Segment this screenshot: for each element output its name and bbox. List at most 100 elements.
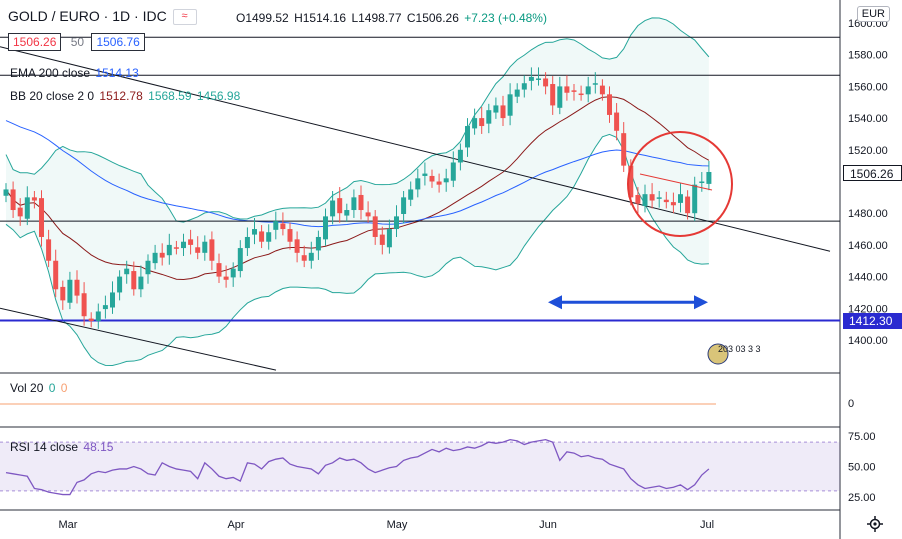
- candle[interactable]: [401, 191, 407, 224]
- candle[interactable]: [670, 192, 676, 214]
- candle[interactable]: [685, 190, 691, 220]
- candle[interactable]: [649, 183, 655, 209]
- candle[interactable]: [294, 231, 300, 263]
- candle[interactable]: [39, 190, 44, 247]
- candle[interactable]: [315, 230, 321, 260]
- candle[interactable]: [131, 261, 137, 296]
- gear-icon[interactable]: [867, 516, 883, 532]
- candle[interactable]: [358, 185, 364, 220]
- candle[interactable]: [479, 107, 485, 134]
- candle[interactable]: [351, 189, 357, 218]
- symbol-header[interactable]: GOLD / EURO · 1D · IDC ≈: [8, 8, 199, 26]
- candle[interactable]: [145, 254, 151, 284]
- candle[interactable]: [17, 198, 23, 226]
- candle[interactable]: [301, 245, 307, 268]
- candle[interactable]: [287, 222, 293, 250]
- candle[interactable]: [266, 224, 272, 250]
- candle[interactable]: [450, 151, 456, 188]
- candle[interactable]: [443, 168, 449, 192]
- candle[interactable]: [699, 171, 705, 192]
- candle[interactable]: [344, 203, 350, 222]
- candle[interactable]: [81, 282, 87, 326]
- candle[interactable]: [607, 86, 612, 123]
- red-trendline[interactable]: [639, 173, 713, 191]
- candle[interactable]: [372, 210, 378, 245]
- candle[interactable]: [436, 173, 442, 193]
- candle[interactable]: [202, 235, 208, 261]
- candle[interactable]: [195, 236, 201, 260]
- volume-legend[interactable]: Vol 20 0 0: [10, 381, 69, 395]
- candle[interactable]: [415, 168, 421, 198]
- candle[interactable]: [95, 303, 101, 329]
- candle[interactable]: [592, 72, 598, 94]
- candle[interactable]: [365, 201, 371, 223]
- candle[interactable]: [422, 162, 428, 186]
- candle[interactable]: [209, 231, 215, 271]
- candle[interactable]: [614, 103, 620, 141]
- candle[interactable]: [223, 265, 229, 288]
- candle[interactable]: [528, 67, 534, 91]
- candle[interactable]: [188, 229, 194, 255]
- candle[interactable]: [67, 271, 73, 310]
- candle[interactable]: [252, 217, 257, 245]
- candle[interactable]: [500, 95, 506, 127]
- candle[interactable]: [514, 83, 520, 104]
- candle[interactable]: [230, 262, 236, 287]
- candle[interactable]: [543, 72, 549, 95]
- candle[interactable]: [31, 191, 37, 209]
- candle[interactable]: [493, 97, 499, 119]
- candle[interactable]: [173, 240, 179, 255]
- candle[interactable]: [337, 187, 343, 223]
- candle[interactable]: [642, 184, 648, 213]
- symbol-title[interactable]: GOLD / EURO · 1D · IDC: [8, 8, 167, 24]
- candle[interactable]: [457, 143, 463, 171]
- candle[interactable]: [138, 265, 144, 298]
- candle[interactable]: [429, 169, 435, 188]
- candle[interactable]: [507, 83, 513, 126]
- candle[interactable]: [521, 75, 527, 98]
- candle[interactable]: [88, 312, 94, 328]
- currency-button[interactable]: EUR: [856, 6, 890, 22]
- candle[interactable]: [46, 229, 52, 268]
- candle[interactable]: [181, 233, 186, 256]
- candle[interactable]: [244, 227, 250, 256]
- candle[interactable]: [110, 281, 115, 314]
- candle[interactable]: [394, 205, 399, 237]
- candle[interactable]: [472, 108, 478, 135]
- candle[interactable]: [237, 240, 243, 278]
- candle[interactable]: [74, 270, 80, 304]
- candle[interactable]: [216, 253, 222, 283]
- candle[interactable]: [599, 79, 605, 101]
- candle[interactable]: [60, 280, 66, 310]
- candle[interactable]: [166, 233, 172, 265]
- candle[interactable]: [692, 176, 698, 222]
- candle[interactable]: [536, 67, 541, 86]
- candle[interactable]: [330, 191, 336, 225]
- candle[interactable]: [379, 226, 385, 255]
- candle[interactable]: [578, 85, 584, 101]
- candle[interactable]: [486, 103, 492, 134]
- candle[interactable]: [571, 84, 577, 101]
- candle[interactable]: [585, 76, 591, 103]
- candle[interactable]: [152, 244, 158, 270]
- candle[interactable]: [117, 270, 123, 301]
- candle[interactable]: [465, 118, 470, 157]
- compare-icon[interactable]: ≈: [172, 9, 197, 26]
- candle[interactable]: [308, 241, 314, 269]
- candle[interactable]: [10, 181, 16, 218]
- candle[interactable]: [159, 243, 165, 266]
- candle[interactable]: [273, 211, 279, 240]
- candle[interactable]: [663, 191, 669, 209]
- candle[interactable]: [564, 75, 570, 101]
- candle[interactable]: [24, 186, 30, 226]
- candle[interactable]: [408, 181, 414, 207]
- candle[interactable]: [53, 249, 59, 298]
- candle[interactable]: [280, 212, 286, 236]
- candle[interactable]: [678, 183, 683, 213]
- candle[interactable]: [124, 260, 130, 284]
- candle[interactable]: [621, 122, 627, 172]
- sell-button[interactable]: 1506.26: [8, 33, 62, 51]
- candle[interactable]: [550, 76, 556, 115]
- candle[interactable]: [635, 187, 641, 214]
